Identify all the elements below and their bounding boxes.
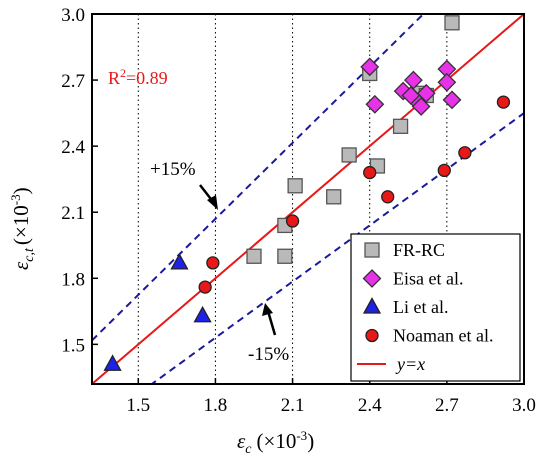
legend-y-x-label: y=x <box>395 354 425 374</box>
legend-noaman-et-al-label: Noaman et al. <box>393 326 493 346</box>
plus-15-annotation: +15% <box>150 159 196 180</box>
eisa-et-al-point <box>442 90 462 110</box>
y-tick-label: 3.0 <box>61 5 85 26</box>
axis-ticks: 1.5 1.8 2.1 2.4 2.7 3.0 1.5 1.8 2.1 2.4 2.7 3.0 <box>61 5 536 416</box>
data-points <box>103 15 511 371</box>
fr-rc-point <box>287 178 303 194</box>
x-tick-label: 1.8 <box>204 395 228 416</box>
eisa-et-al-point <box>411 97 431 116</box>
legend-eisa-et-al-swatch <box>362 269 382 288</box>
noaman-et-al-point <box>198 280 212 294</box>
li-et-al-point <box>193 305 212 323</box>
legend-box <box>350 233 521 382</box>
legend-noaman-et-al-swatch <box>365 328 379 343</box>
fr-rc-point <box>246 248 262 264</box>
minus-15-arrow <box>262 303 277 336</box>
svg-text:εc(×10-3): εc (×10-3) <box>237 428 314 457</box>
y-tick-label: 2.4 <box>61 137 85 158</box>
x-tick-label: 1.5 <box>126 395 150 416</box>
noaman-et-al-point <box>437 163 451 178</box>
y-tick-label: 2.7 <box>61 71 85 92</box>
li-et-al-point <box>170 253 189 270</box>
x-tick-label: 2.4 <box>358 395 382 416</box>
fr-rc-point <box>392 118 409 134</box>
legend-eisa-et-al-label: Eisa et al. <box>393 269 463 289</box>
y-tick-label: 1.5 <box>61 335 85 356</box>
svg-text:εc,t(×10-3): εc,t(×10-3) <box>8 187 37 270</box>
r2-label: R2=0.89 <box>108 66 168 88</box>
reference-line-15 <box>92 14 425 342</box>
noaman-et-al-point <box>363 165 377 180</box>
reference-line-y-x <box>92 14 524 384</box>
legend-li-et-al-swatch <box>362 297 382 314</box>
li-et-al-point <box>103 354 122 371</box>
y-tick-label: 2.1 <box>61 203 85 224</box>
y-axis-title: εc,t(×10-3) <box>8 187 37 270</box>
plus-15-arrow <box>199 184 218 210</box>
fr-rc-point <box>277 248 293 264</box>
plot-frame <box>91 13 525 385</box>
legend: FR-RC Eisa et al. Li et al. Noaman et al. y=… <box>350 233 521 382</box>
noaman-et-al-point <box>458 146 472 160</box>
noaman-et-al-point <box>206 256 220 270</box>
fr-rc-point <box>444 15 460 31</box>
x-tick-label: 2.1 <box>281 395 305 416</box>
noaman-et-al-point <box>381 190 395 204</box>
legend-li-et-al-label: Li et al. <box>393 297 448 317</box>
eisa-et-al-point <box>401 86 421 105</box>
eisa-et-al-point <box>437 72 457 92</box>
legend-fr-rc-swatch <box>364 242 380 258</box>
eisa-et-al-point <box>416 83 436 103</box>
noaman-et-al-point <box>496 95 511 109</box>
reference-lines <box>92 14 524 384</box>
x-axis-title: εc (×10-3) <box>237 428 314 457</box>
x-tick-label: 2.7 <box>435 395 459 416</box>
noaman-et-al-point <box>285 214 300 228</box>
x-tick-label: 3.0 <box>512 395 536 416</box>
reference-line-15 <box>150 112 524 384</box>
eisa-et-al-point <box>360 57 380 77</box>
legend-fr-rc-label: FR-RC <box>393 240 445 260</box>
fr-rc-point <box>341 147 357 163</box>
fr-rc-point <box>326 189 342 205</box>
minus-15-annotation: -15% <box>248 344 289 365</box>
y-tick-label: 1.8 <box>61 269 85 290</box>
eisa-et-al-point <box>365 94 385 114</box>
